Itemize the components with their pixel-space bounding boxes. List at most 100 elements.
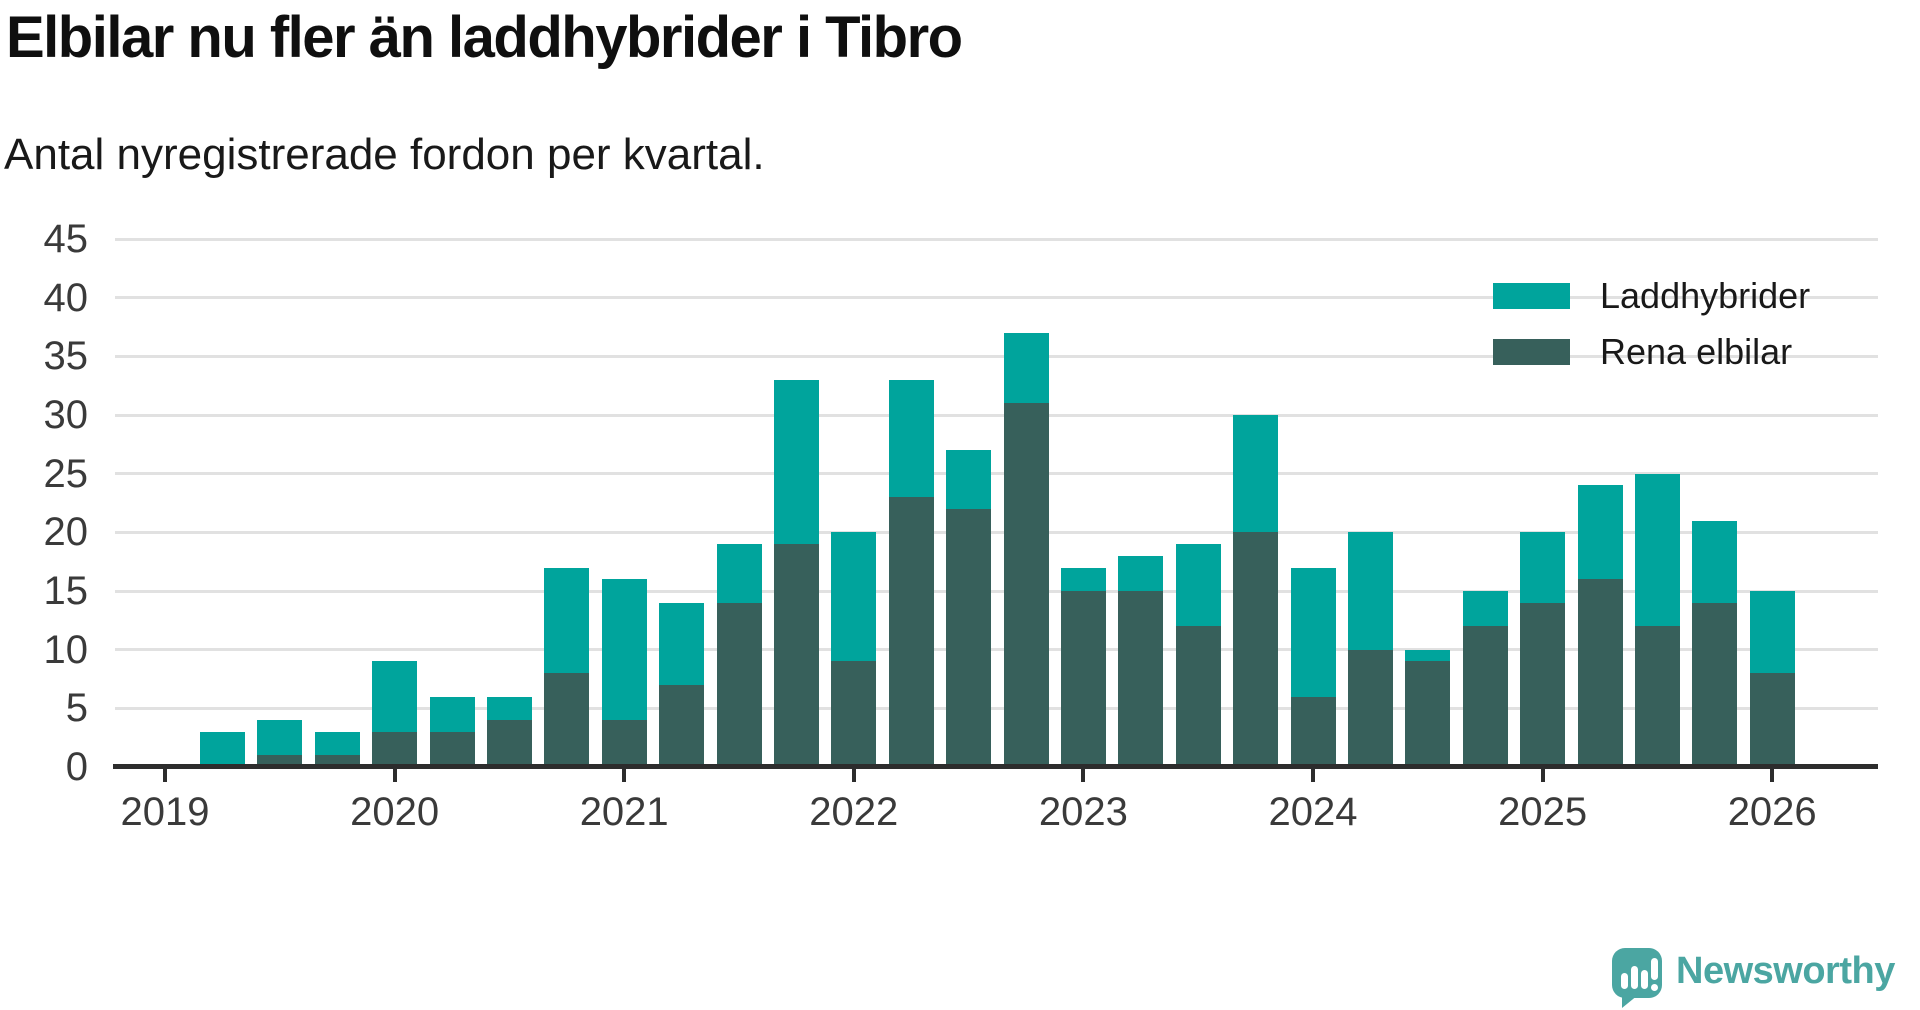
- bar-segment-rena-elbilar-2023q1: [1060, 591, 1106, 767]
- x-axis-line: [113, 764, 1878, 769]
- newsworthy-wordmark: Newsworthy: [1676, 950, 1895, 992]
- bar-segment-rena-elbilar-2024q1: [1290, 696, 1336, 767]
- logo-chart-bar-icon: [1621, 973, 1628, 989]
- logo-exclamation-dot-icon: [1651, 984, 1658, 991]
- bar-segment-rena-elbilar-2023q3: [1175, 626, 1221, 767]
- x-axis-label-2019: 2019: [120, 790, 210, 834]
- x-axis-label-2023: 2023: [1038, 790, 1128, 834]
- bar-segment-rena-elbilar-2021q4: [773, 544, 819, 767]
- bar-segment-rena-elbilar-2025q2: [1577, 579, 1623, 767]
- x-axis-label-2020: 2020: [350, 790, 440, 834]
- bar-segment-laddhybrider-2022q3: [946, 450, 992, 509]
- gridline-10: [115, 648, 1878, 652]
- logo-exclamation-stem-icon: [1651, 958, 1658, 980]
- bar-segment-rena-elbilar-2024q3: [1405, 661, 1451, 767]
- legend-label-rena-elbilar: Rena elbilar: [1600, 331, 1793, 372]
- bar-segment-rena-elbilar-2022q4: [1003, 403, 1049, 767]
- bar-segment-rena-elbilar-2021q3: [716, 602, 762, 767]
- x-tick-2026: [1770, 769, 1775, 782]
- x-axis-label-2026: 2026: [1727, 790, 1817, 834]
- bar-segment-rena-elbilar-2020q3: [486, 720, 532, 767]
- bar-segment-laddhybrider-2023q3: [1175, 544, 1221, 627]
- y-axis-label-40: 40: [43, 275, 89, 320]
- bar-segment-laddhybrider-2021q1: [601, 579, 647, 721]
- x-axis-label-2022: 2022: [809, 790, 899, 834]
- gridline-45: [115, 237, 1878, 241]
- bar-segment-laddhybrider-2019q3: [257, 720, 303, 756]
- newsworthy-logo-tail: [1622, 995, 1638, 1008]
- bar-segment-laddhybrider-2021q3: [716, 544, 762, 603]
- bar-segment-laddhybrider-2020q4: [544, 567, 590, 674]
- bar-segment-laddhybrider-2019q2: [199, 731, 245, 767]
- x-tick-2021: [622, 769, 627, 782]
- bar-segment-laddhybrider-2021q4: [773, 379, 819, 545]
- chart-subtitle: Antal nyregistrerade fordon per kvartal.: [4, 130, 765, 179]
- bar-segment-laddhybrider-2022q4: [1003, 332, 1049, 404]
- bar-segment-laddhybrider-2019q4: [314, 731, 360, 756]
- bar-segment-laddhybrider-2023q2: [1118, 555, 1164, 591]
- gridline-20: [115, 530, 1878, 534]
- bar-segment-laddhybrider-2025q4: [1692, 520, 1738, 603]
- bar-segment-laddhybrider-2024q4: [1462, 591, 1508, 627]
- x-tick-2025: [1540, 769, 1545, 782]
- gridline-30: [115, 413, 1878, 417]
- bar-segment-laddhybrider-2025q3: [1634, 473, 1680, 627]
- bar-segment-rena-elbilar-2022q3: [946, 508, 992, 767]
- legend-swatch-laddhybrider: [1493, 283, 1570, 309]
- y-axis-label-45: 45: [43, 217, 89, 261]
- bar-segment-laddhybrider-2020q1: [372, 661, 418, 732]
- bar-segment-rena-elbilar-2019q3: [257, 755, 303, 767]
- logo-chart-bar-icon: [1631, 966, 1638, 989]
- gridline-5: [115, 706, 1878, 710]
- gridline-15: [115, 589, 1878, 593]
- bar-segment-rena-elbilar-2021q2: [659, 684, 705, 767]
- y-axis-label-20: 20: [43, 510, 89, 555]
- bar-segment-laddhybrider-2025q1: [1520, 532, 1566, 603]
- bar-segment-rena-elbilar-2025q1: [1520, 602, 1566, 767]
- bar-segment-rena-elbilar-2022q2: [888, 497, 934, 767]
- bar-segment-laddhybrider-2023q1: [1060, 567, 1106, 591]
- bar-segment-laddhybrider-2025q2: [1577, 485, 1623, 580]
- bar-segment-laddhybrider-2024q2: [1347, 532, 1393, 650]
- bar-segment-rena-elbilar-2020q1: [372, 731, 418, 767]
- bar-segment-laddhybrider-2022q2: [888, 379, 934, 498]
- x-tick-2024: [1311, 769, 1315, 782]
- legend-label-laddhybrider: Laddhybrider: [1600, 275, 1811, 316]
- x-axis-label-2021: 2021: [579, 790, 669, 834]
- logo-chart-bar-icon: [1641, 970, 1648, 989]
- bar-segment-laddhybrider-2021q2: [659, 602, 705, 685]
- bar-segment-rena-elbilar-2023q4: [1233, 532, 1279, 767]
- x-tick-2022: [851, 769, 856, 782]
- bar-segment-laddhybrider-2024q1: [1290, 567, 1336, 697]
- bar-segment-laddhybrider-2023q4: [1233, 415, 1279, 533]
- bar-segment-laddhybrider-2022q1: [831, 532, 877, 662]
- bar-segment-laddhybrider-2020q3: [486, 696, 532, 721]
- bar-segment-laddhybrider-2020q2: [429, 696, 475, 732]
- bar-segment-rena-elbilar-2024q4: [1462, 626, 1508, 767]
- x-tick-2020: [392, 769, 397, 782]
- y-axis-label-30: 30: [43, 393, 89, 437]
- bar-segment-rena-elbilar-2024q2: [1347, 649, 1393, 767]
- bar-segment-rena-elbilar-2020q4: [544, 673, 590, 767]
- legend-swatch-rena-elbilar: [1493, 339, 1570, 365]
- y-axis-label-35: 35: [43, 334, 89, 379]
- y-axis-label-15: 15: [43, 569, 89, 613]
- y-axis-label-10: 10: [43, 627, 89, 672]
- bar-segment-laddhybrider-2026q1: [1749, 591, 1795, 674]
- y-axis-label-0: 0: [65, 745, 88, 789]
- bar-segment-laddhybrider-2024q3: [1405, 649, 1451, 662]
- bar-segment-rena-elbilar-2026q1: [1749, 673, 1795, 767]
- x-axis-label-2024: 2024: [1268, 790, 1358, 834]
- x-tick-2023: [1081, 769, 1086, 782]
- gridline-35: [115, 354, 1878, 358]
- chart-title: Elbilar nu fler än laddhybrider i Tibro: [6, 5, 963, 70]
- bar-segment-rena-elbilar-2021q1: [601, 720, 647, 767]
- bar-segment-rena-elbilar-2020q2: [429, 731, 475, 767]
- gridline-40: [115, 296, 1878, 300]
- y-axis-label-5: 5: [65, 686, 88, 731]
- bar-segment-rena-elbilar-2025q4: [1692, 602, 1738, 767]
- gridline-25: [115, 472, 1878, 476]
- bar-segment-rena-elbilar-2025q3: [1634, 626, 1680, 767]
